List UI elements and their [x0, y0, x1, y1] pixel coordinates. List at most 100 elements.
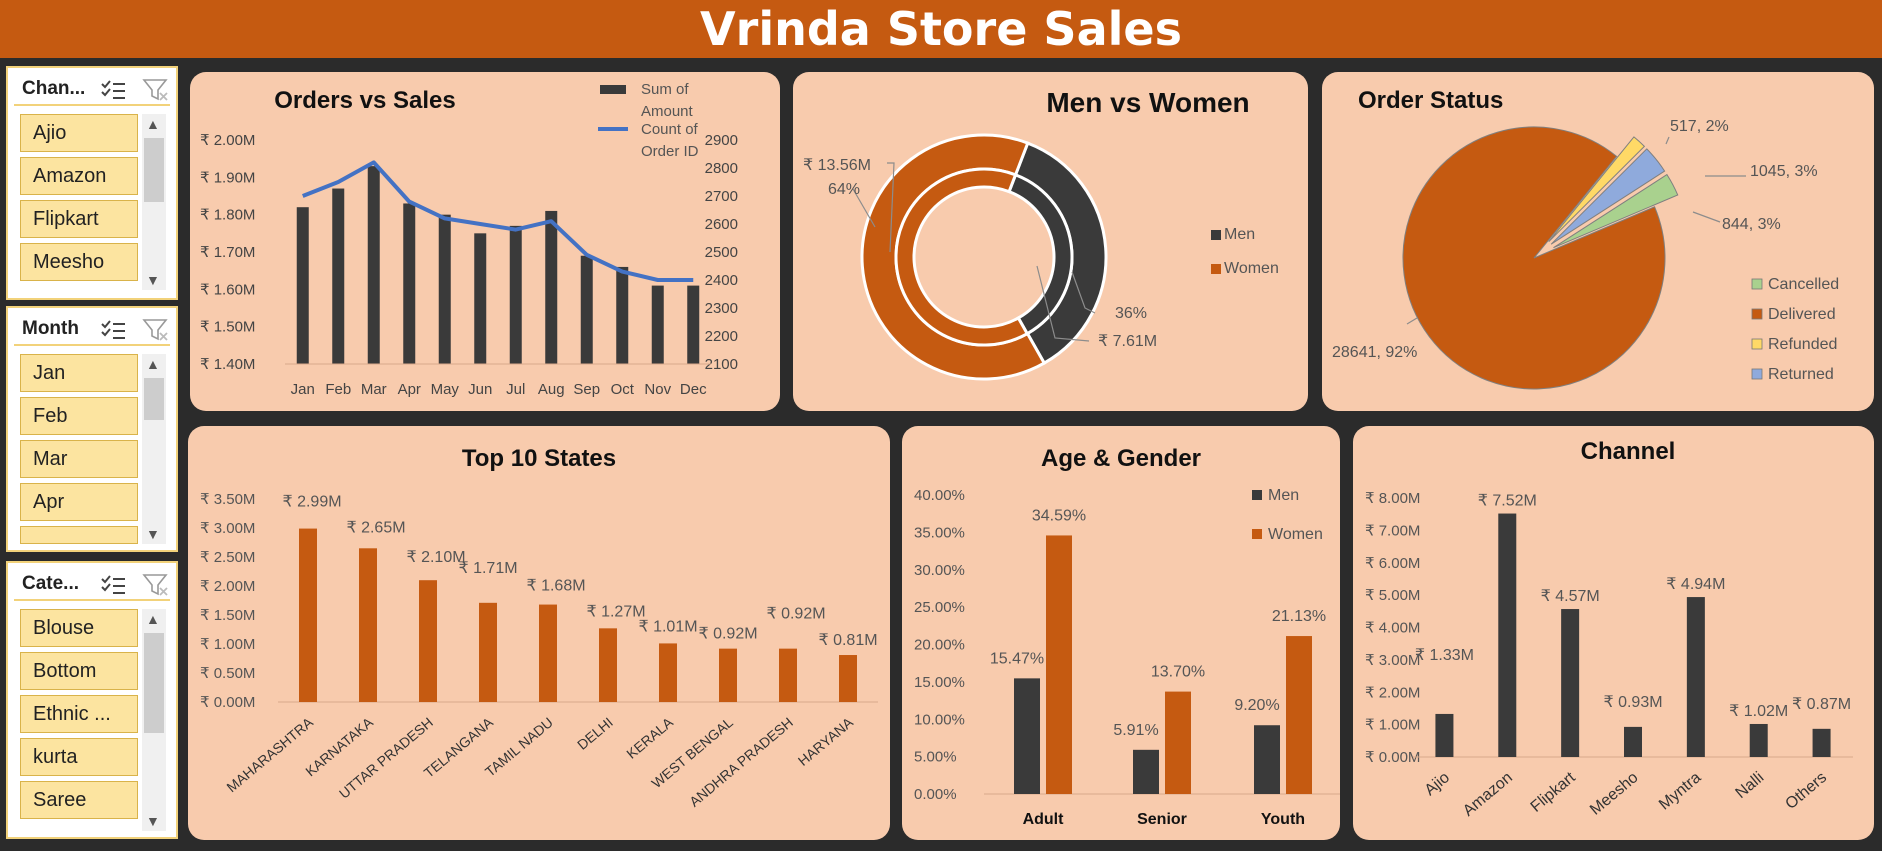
- slicer-item[interactable]: Amazon: [20, 157, 138, 195]
- men-vs-women-panel: Men vs Women ₹ 13.56M 64% 36% ₹ 7.61M Me…: [793, 72, 1308, 411]
- doughnut-segment-women: [860, 133, 1047, 381]
- slicer-item[interactable]: Ajio: [20, 114, 138, 152]
- scroll-up-icon[interactable]: ▲: [146, 116, 160, 132]
- y2-tick-label: 2200: [705, 328, 738, 345]
- x-tick-label: Senior: [1137, 811, 1187, 828]
- slicer-item[interactable]: kurta: [20, 738, 138, 776]
- legend-bar-swatch: [600, 85, 626, 94]
- data-label: ₹ 0.92M: [698, 626, 757, 643]
- scroll-down-icon[interactable]: ▼: [146, 813, 160, 829]
- multi-select-icon[interactable]: [100, 574, 126, 596]
- pie-slice-delivered: [1402, 126, 1666, 390]
- y-tick-label: ₹ 2.00M: [1365, 684, 1420, 701]
- slicer-item[interactable]: Jan: [20, 354, 138, 392]
- bar: [1498, 513, 1517, 757]
- y-tick-label: ₹ 2.00M: [200, 578, 255, 595]
- legend-label: Refunded: [1768, 336, 1837, 353]
- bar: [479, 602, 497, 702]
- scrollbar-thumb[interactable]: [144, 138, 164, 202]
- data-label: 28641, 92%: [1332, 344, 1417, 361]
- data-label: ₹ 2.10M: [406, 549, 465, 566]
- slicer-item[interactable]: Ethnic ...: [20, 695, 138, 733]
- slicer-item[interactable]: Saree: [20, 781, 138, 819]
- y-tick-label: ₹ 0.50M: [200, 665, 255, 682]
- order-status-panel: Order Status 517, 2% 1045, 3% 844, 3% 28…: [1322, 72, 1874, 411]
- slicer-item[interactable]: Mar: [20, 440, 138, 478]
- orders-vs-sales-chart: Orders vs Sales Sum of Amount Count of O…: [200, 81, 738, 398]
- scroll-down-icon[interactable]: ▼: [146, 526, 160, 542]
- legend-swatch-women: [1211, 264, 1221, 274]
- bar: [1812, 728, 1831, 757]
- legend-label: Men: [1268, 487, 1299, 504]
- y-tick-label: ₹ 1.70M: [200, 244, 255, 261]
- y-tick-label: 15.00%: [914, 674, 965, 691]
- pie-slice-cancelled: [1553, 173, 1679, 249]
- multi-select-icon[interactable]: [100, 319, 126, 341]
- bar: [299, 528, 317, 702]
- scroll-up-icon[interactable]: ▲: [146, 356, 160, 372]
- y2-tick-label: 2600: [705, 216, 738, 233]
- scrollbar[interactable]: ▲ ▼: [142, 609, 166, 831]
- y2-tick-label: 2800: [705, 160, 738, 177]
- legend-swatch-men: [1252, 490, 1262, 500]
- data-label: 517, 2%: [1670, 118, 1729, 135]
- data-label: ₹ 0.87M: [1792, 696, 1851, 713]
- multi-select-icon[interactable]: [100, 79, 126, 101]
- clear-filter-icon[interactable]: [142, 317, 170, 343]
- y2-tick-label: 2700: [705, 188, 738, 205]
- x-tick-label: Nov: [644, 381, 671, 398]
- scroll-up-icon[interactable]: ▲: [146, 611, 160, 627]
- bar: [651, 285, 664, 364]
- doughnut-segment-women: [894, 167, 1030, 347]
- slicer-title: Month: [22, 318, 79, 339]
- y-tick-label: 20.00%: [914, 637, 965, 654]
- x-tick-label: Others: [1782, 769, 1830, 813]
- clear-filter-icon[interactable]: [142, 77, 170, 103]
- slicer-item[interactable]: Flipkart: [20, 200, 138, 238]
- scrollbar[interactable]: ▲ ▼: [142, 114, 166, 290]
- bar-men: [1014, 678, 1040, 794]
- y-tick-label: 10.00%: [914, 711, 965, 728]
- slicer-item[interactable]: Apr: [20, 483, 138, 521]
- legend-swatch-delivered: [1751, 308, 1763, 320]
- data-label: ₹ 1.68M: [526, 578, 585, 595]
- clear-filter-icon[interactable]: [142, 572, 170, 598]
- y2-tick-label: 2100: [705, 356, 738, 373]
- slicer-title: Chan...: [22, 78, 86, 99]
- y-tick-label: ₹ 1.80M: [200, 207, 255, 224]
- scrollbar-thumb[interactable]: [144, 633, 164, 733]
- x-tick-label: Youth: [1261, 811, 1305, 828]
- dashboard-title: Vrinda Store Sales: [0, 0, 1882, 58]
- slicer-item[interactable]: Feb: [20, 397, 138, 435]
- data-label: 15.47%: [990, 650, 1044, 667]
- data-label: ₹ 7.52M: [1478, 493, 1537, 510]
- bar-men: [1254, 725, 1280, 794]
- x-tick-label: Apr: [398, 381, 421, 398]
- y-tick-label: ₹ 2.50M: [200, 549, 255, 566]
- y-tick-label: 5.00%: [914, 749, 957, 766]
- y-tick-label: 25.00%: [914, 599, 965, 616]
- scrollbar[interactable]: ▲ ▼: [142, 354, 166, 544]
- slicer-item[interactable]: Blouse: [20, 609, 138, 647]
- x-tick-label: May: [431, 381, 460, 398]
- age-gender-chart: Age & Gender Men Women 40.00% 35.00% 30.00…: [914, 445, 1340, 828]
- legend-swatch-cancelled: [1751, 278, 1763, 290]
- chart-title: Men vs Women: [1046, 87, 1249, 118]
- legend-swatch-women: [1252, 529, 1262, 539]
- bar: [419, 580, 437, 702]
- x-tick-label: MAHARASHTRA: [223, 714, 316, 796]
- slicer-item[interactable]: Bottom: [20, 652, 138, 690]
- slicer-item-partial[interactable]: [20, 526, 138, 544]
- x-tick-label: Myntra: [1656, 769, 1704, 814]
- scrollbar-thumb[interactable]: [144, 378, 164, 420]
- slicer-item[interactable]: Meesho: [20, 243, 138, 281]
- bar-women: [1165, 691, 1191, 794]
- data-label: ₹ 1.71M: [458, 560, 517, 577]
- scroll-down-icon[interactable]: ▼: [146, 272, 160, 288]
- y-tick-label: 40.00%: [914, 487, 965, 504]
- x-tick-label: DELHI: [574, 714, 616, 753]
- data-label: 5.91%: [1113, 722, 1158, 739]
- y-tick-label: ₹ 3.50M: [200, 491, 255, 508]
- slicer-channel: Chan... Ajio Amazon Flipkart Meesho ▲ ▼: [6, 66, 178, 300]
- x-tick-label: Flipkart: [1528, 769, 1580, 816]
